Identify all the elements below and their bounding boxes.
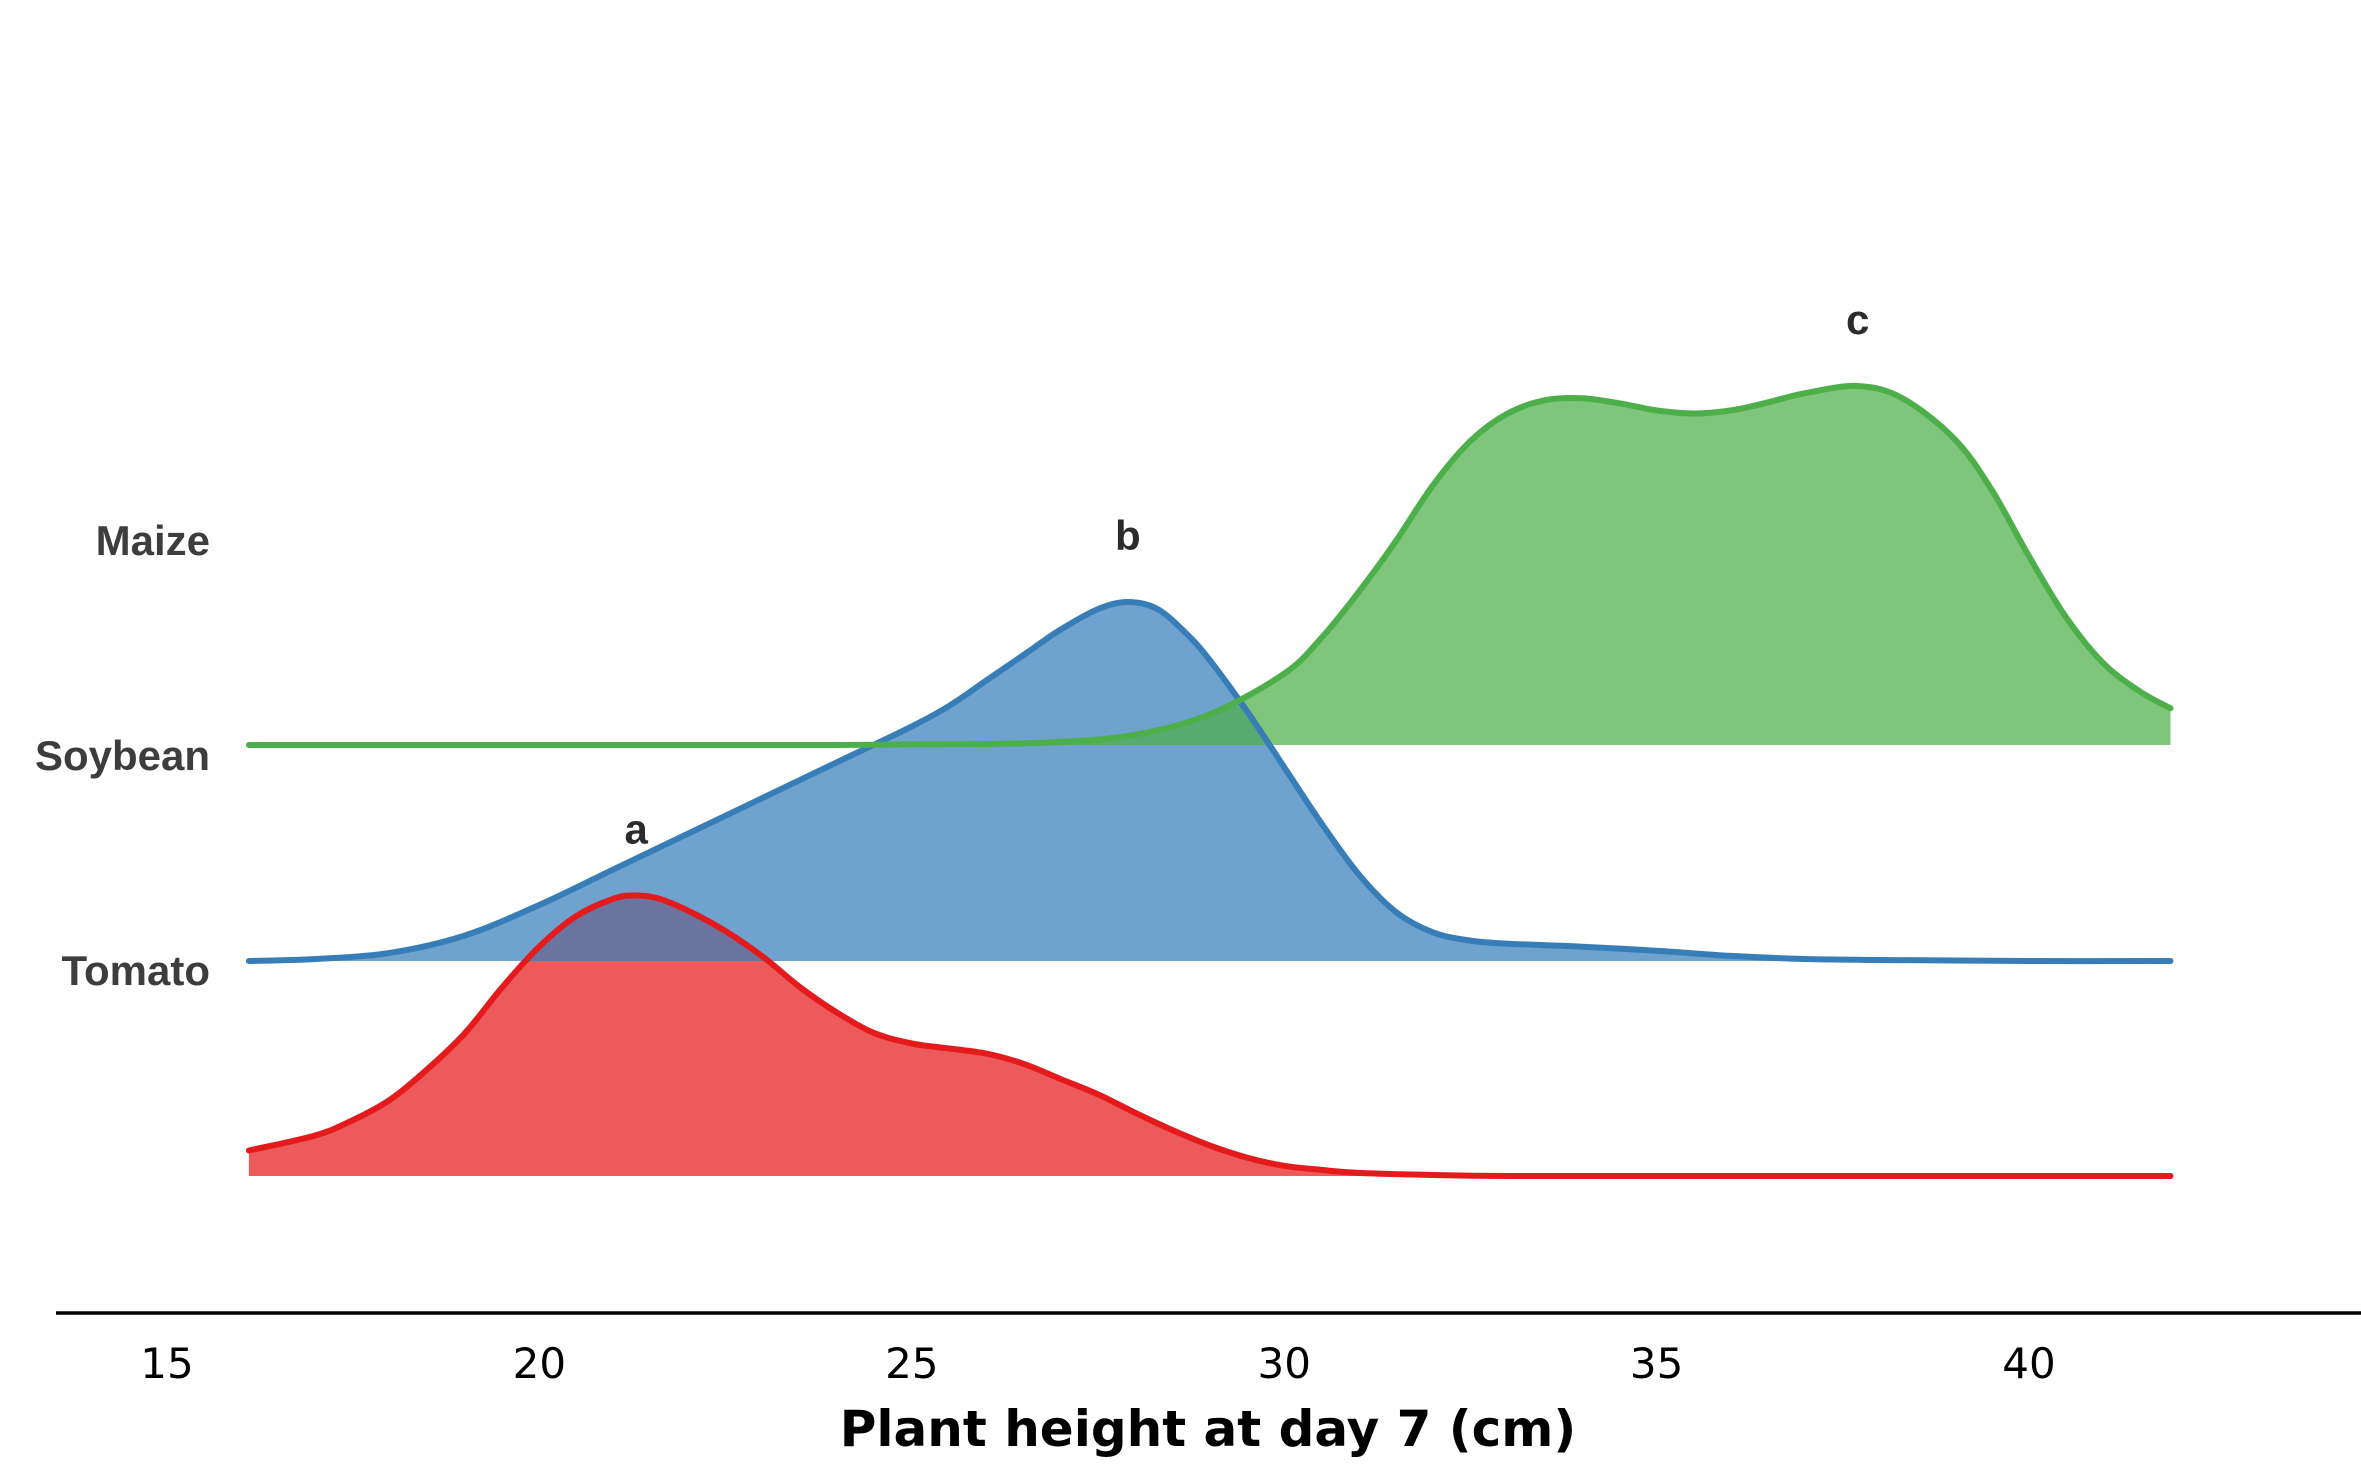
x-tick-label: 15 [140, 1339, 193, 1388]
density-fills [248, 385, 2171, 1177]
density-line-tomato [245, 892, 2174, 1180]
category-label-maize: Maize [96, 517, 210, 564]
peak-labels: a b c [625, 296, 1870, 853]
x-tick-labels: 15 20 25 30 35 40 [140, 1339, 2055, 1388]
x-tick-label: 20 [513, 1339, 566, 1388]
x-tick-label: 40 [2002, 1339, 2055, 1388]
peak-label-soybean: b [1115, 512, 1141, 559]
x-tick-label: 30 [1257, 1339, 1310, 1388]
density-area-soybean [248, 602, 2171, 962]
density-line-soybean [245, 599, 2174, 965]
x-tick-label: 35 [1630, 1339, 1683, 1388]
category-label-tomato: Tomato [61, 947, 210, 994]
x-axis-title: Plant height at day 7 (cm) [840, 1400, 1576, 1458]
density-area-tomato [248, 895, 2171, 1177]
density-area-maize [248, 385, 2171, 746]
category-label-soybean: Soybean [35, 732, 210, 779]
category-labels: Tomato Soybean Maize [35, 517, 210, 994]
peak-label-tomato: a [625, 806, 649, 853]
x-tick-label: 25 [885, 1339, 938, 1388]
peak-label-maize: c [1846, 296, 1869, 343]
density-outlines [245, 382, 2174, 1180]
density-line-maize [245, 382, 2174, 749]
